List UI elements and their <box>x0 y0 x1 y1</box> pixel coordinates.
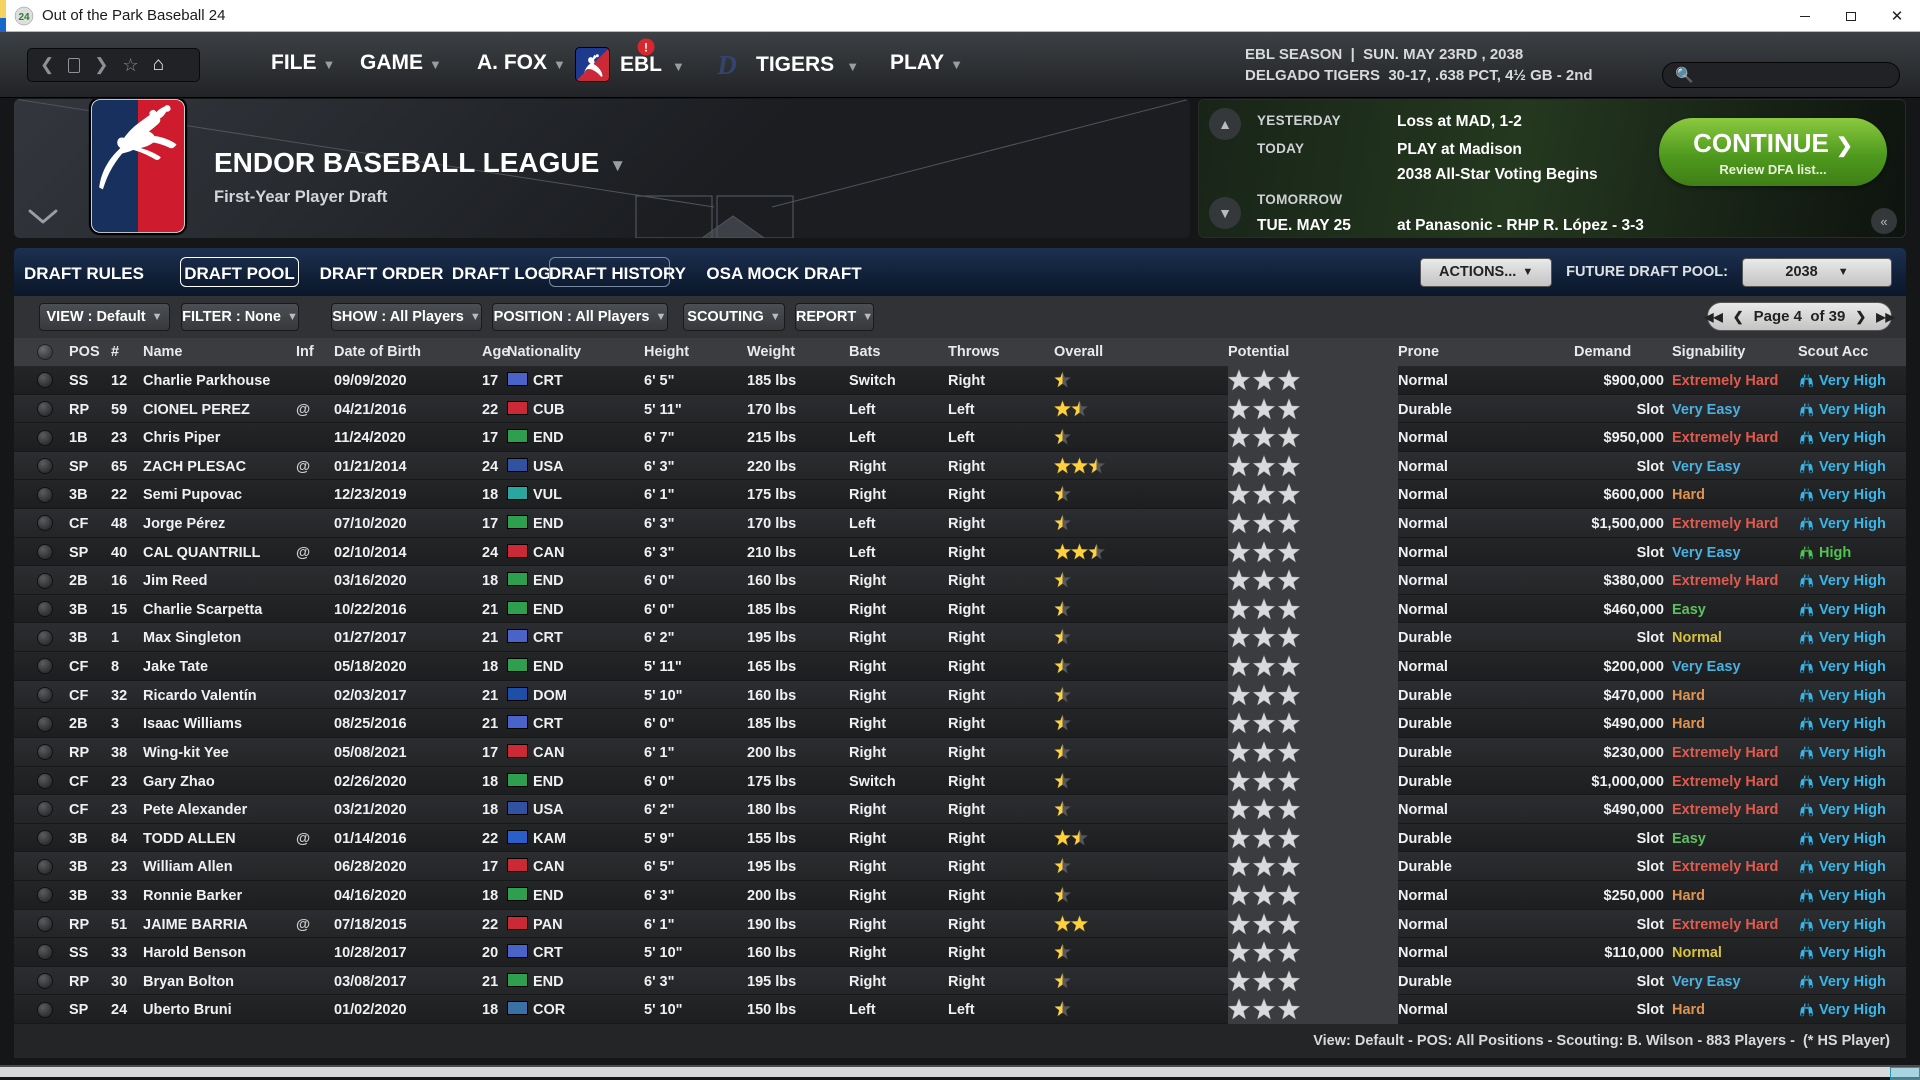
svg-text:24: 24 <box>18 12 30 23</box>
svg-text:!: ! <box>644 41 648 55</box>
svg-text:D: D <box>716 50 737 80</box>
